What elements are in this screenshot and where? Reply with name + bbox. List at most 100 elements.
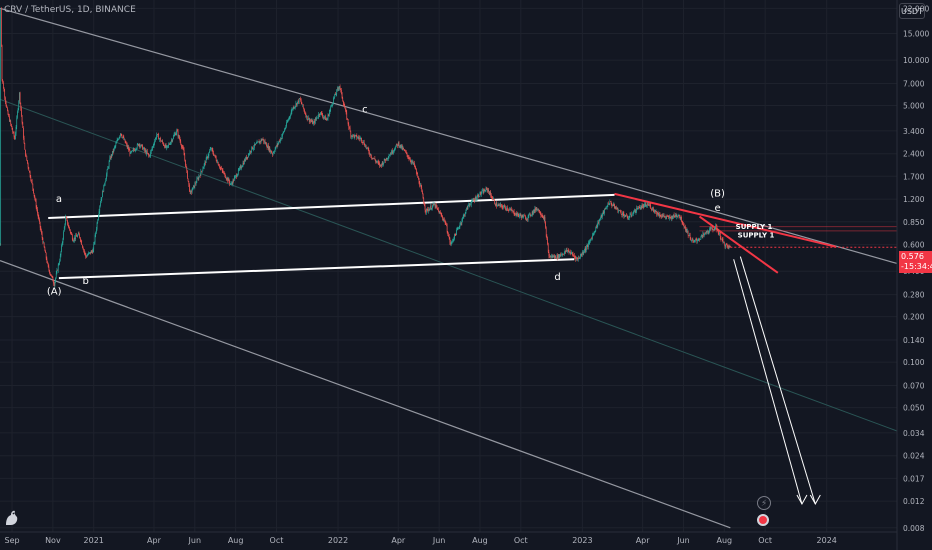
candle-body <box>219 167 221 169</box>
candle-body <box>466 207 468 210</box>
candle-body <box>384 159 386 161</box>
x-tick-label: Jun <box>432 536 446 545</box>
candle-body <box>92 251 93 253</box>
candle-body <box>250 151 251 153</box>
candle-body <box>182 147 184 148</box>
candle-body <box>412 161 414 164</box>
candle-body <box>482 190 484 194</box>
candle-body <box>379 163 380 166</box>
candle-body <box>377 161 378 163</box>
price-axis-bg <box>897 0 932 550</box>
candle-body <box>162 142 164 145</box>
candle-body <box>354 135 356 138</box>
candle-body <box>298 98 300 103</box>
candle-body <box>283 131 285 133</box>
candle-body <box>672 217 674 219</box>
candle-body <box>323 116 325 118</box>
candle-body <box>335 94 337 95</box>
candle-body <box>7 110 9 115</box>
candle-body <box>188 180 190 185</box>
candle-body <box>299 98 301 100</box>
candle-body <box>649 204 651 206</box>
candle-body <box>468 204 470 205</box>
candle-body <box>231 183 233 185</box>
candle-body <box>375 161 377 163</box>
candle-body <box>613 204 615 206</box>
candle-body <box>380 164 382 166</box>
candle-body <box>17 112 18 118</box>
candle-body <box>192 187 194 191</box>
candle-body <box>385 157 387 161</box>
candle-body <box>561 254 562 256</box>
candle-body <box>729 245 730 247</box>
event-flag-icon[interactable] <box>757 514 769 526</box>
candle-body <box>553 255 554 258</box>
candle-body <box>418 178 420 184</box>
candle-body <box>5 101 7 106</box>
candle-body <box>140 145 141 147</box>
candle-body <box>486 188 488 191</box>
candle-body <box>243 162 245 165</box>
candle-body <box>244 160 246 161</box>
candle-body <box>453 239 455 240</box>
candle-body <box>409 159 411 160</box>
candle-body <box>119 135 121 138</box>
candle-body <box>557 254 559 259</box>
candle-body <box>81 240 83 245</box>
candle-body <box>671 215 672 219</box>
y-tick-label: 0.008 <box>903 524 925 533</box>
candle-body <box>486 188 488 189</box>
y-tick-label: 0.600 <box>903 241 925 250</box>
candle-body <box>567 250 569 251</box>
candle-body <box>173 134 175 137</box>
candle-body <box>92 249 94 253</box>
currency-button[interactable]: USDT <box>899 3 925 19</box>
candle-body <box>44 247 46 252</box>
candle-body <box>207 155 209 158</box>
candle-body <box>391 150 392 155</box>
candle-body <box>460 222 462 224</box>
candle-body <box>352 134 354 137</box>
candle-body <box>304 112 306 115</box>
candle-body <box>568 250 570 253</box>
y-tick-label: 0.850 <box>903 218 925 227</box>
candle-body <box>728 245 730 249</box>
candle-body <box>0 9 2 46</box>
symbol-title[interactable]: CRV / TetherUS, 1D, BINANCE <box>4 5 136 15</box>
candle-body <box>607 203 609 207</box>
candle-body <box>682 223 684 224</box>
candle-body <box>38 216 40 220</box>
candle-body <box>450 241 452 245</box>
candle-body <box>569 251 571 254</box>
candle-body <box>523 215 525 217</box>
y-tick-label: 10.000 <box>903 56 929 65</box>
candle-body <box>668 216 670 219</box>
candle-body <box>685 226 686 231</box>
candle-body <box>355 135 357 136</box>
candle-body <box>284 128 286 130</box>
candle-body <box>207 156 208 158</box>
candle-body <box>110 157 111 160</box>
candle-body <box>646 205 647 207</box>
candle-body <box>637 208 639 210</box>
candle-body <box>443 219 445 221</box>
candle-body <box>185 165 187 168</box>
tradingview-logo-icon[interactable] <box>2 508 22 528</box>
candle-body <box>471 199 473 203</box>
candle-body <box>177 129 178 132</box>
candle-body <box>482 190 483 192</box>
candle-body <box>587 245 589 247</box>
lightning-icon[interactable]: ⚡ <box>757 496 771 510</box>
candle-body <box>134 149 135 151</box>
x-tick-label: 2021 <box>84 536 104 545</box>
candle-body <box>122 136 123 138</box>
candle-body <box>142 145 143 150</box>
candle-body <box>374 158 376 160</box>
candle-body <box>611 204 613 206</box>
candle-body <box>675 214 676 217</box>
trendline-resistance <box>614 192 837 248</box>
candle-body <box>108 161 110 167</box>
